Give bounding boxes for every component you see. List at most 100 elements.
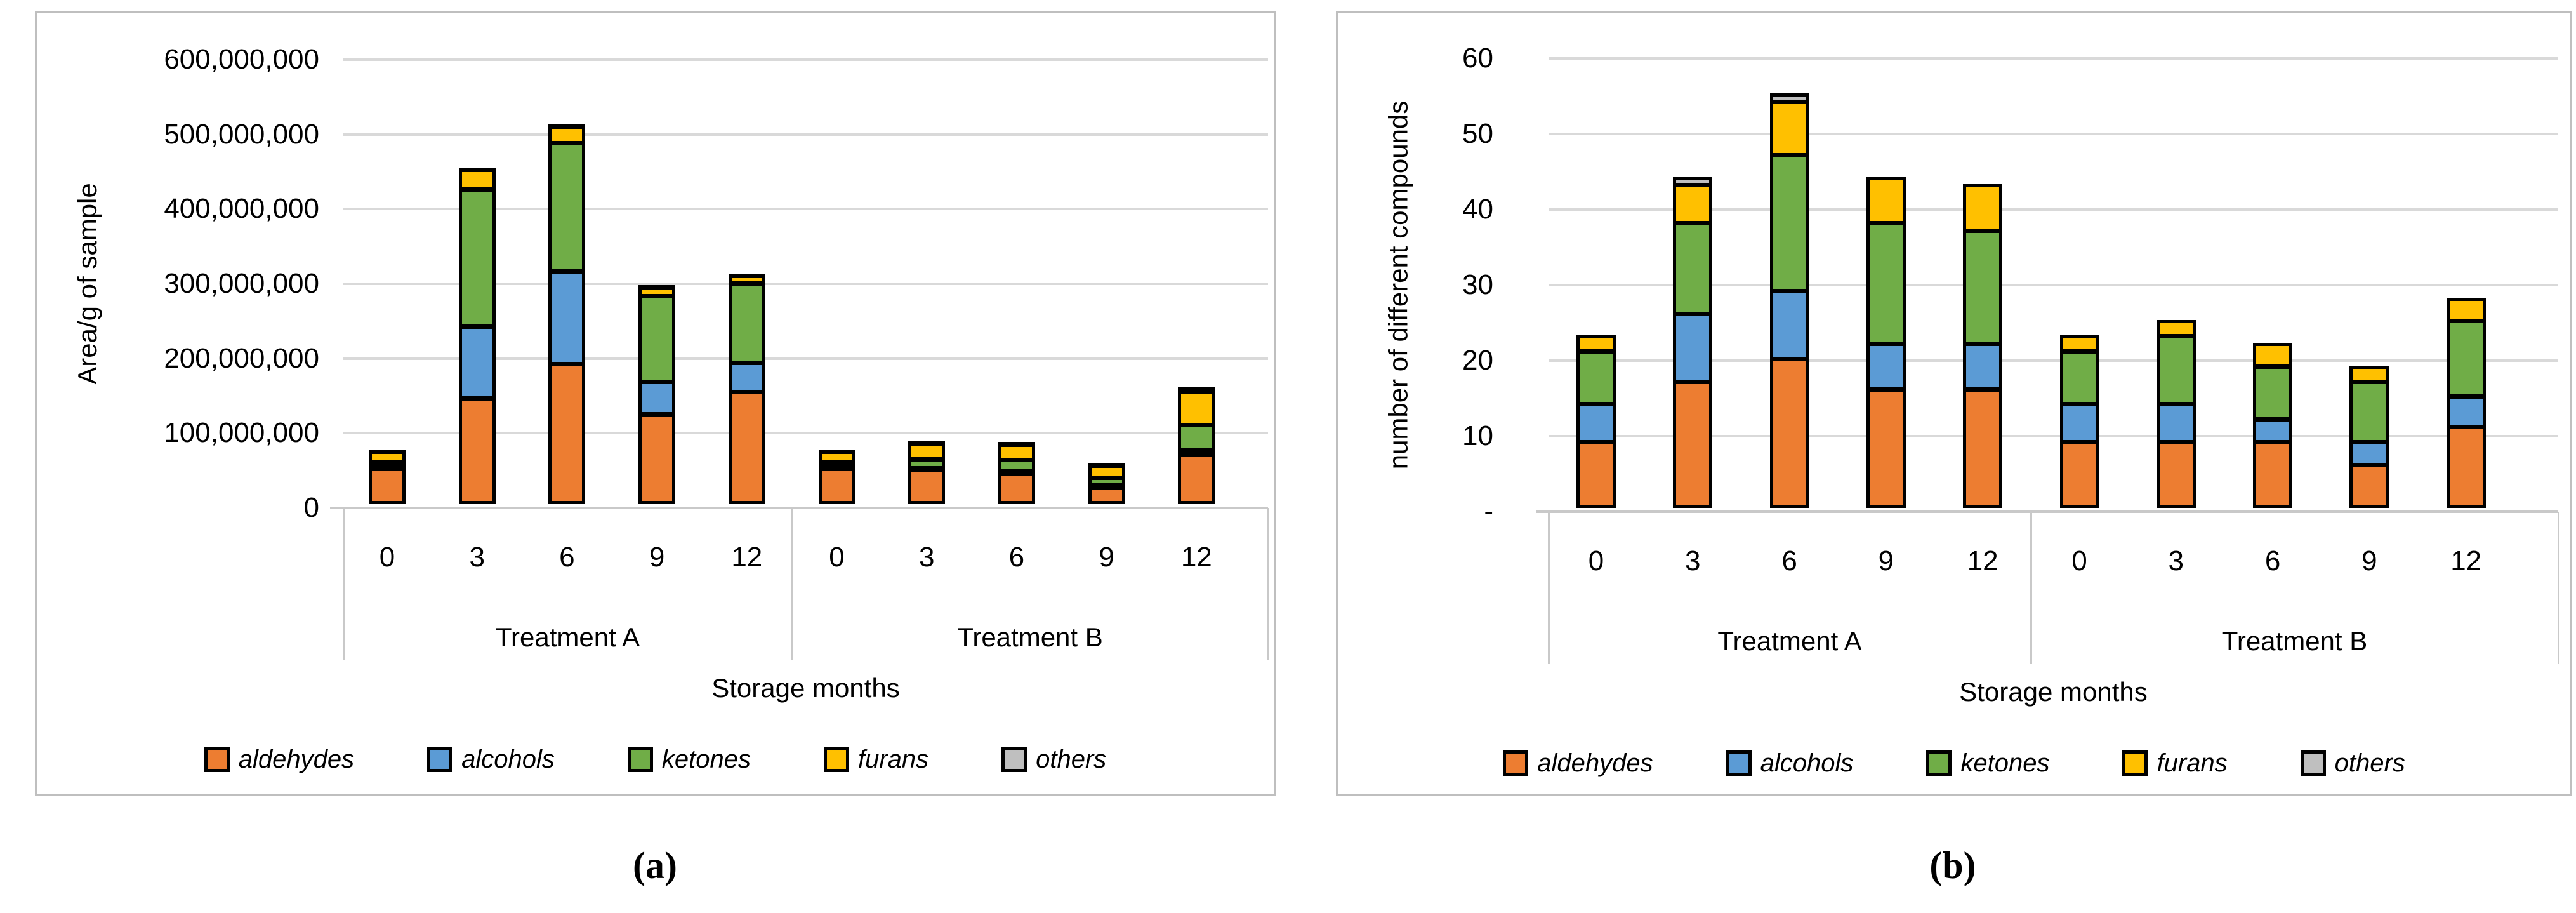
x-axis-line xyxy=(330,507,1268,509)
bar-treatment-a-month-9 xyxy=(638,284,676,504)
y-tick-label: 100,000,000 xyxy=(164,417,319,449)
legend-item-others: others xyxy=(2300,749,2405,778)
legend-item-alcohols: alcohols xyxy=(427,745,555,774)
month-label: 6 xyxy=(1781,545,1797,576)
y-tick-label: - xyxy=(1484,496,1493,527)
bar-treatment-a-month-6 xyxy=(1769,93,1809,508)
gridline xyxy=(1549,57,2558,60)
segment-aldehydes xyxy=(821,466,852,501)
legend-label: aldehydes xyxy=(1537,749,1653,777)
month-label: 9 xyxy=(2361,545,2377,576)
month-label: 3 xyxy=(1685,545,1701,576)
panel-letter-a: (a) xyxy=(633,844,677,886)
month-label: 12 xyxy=(1967,545,1998,576)
gridline xyxy=(1549,284,2558,286)
y-tick-label: 50 xyxy=(1462,118,1493,149)
month-label: 6 xyxy=(2264,545,2281,576)
month-label: 0 xyxy=(829,542,845,573)
x-axis-line xyxy=(1536,510,2558,513)
segment-alcohols xyxy=(2159,402,2193,444)
month-label: 0 xyxy=(379,542,395,573)
segment-furans xyxy=(1773,100,1806,157)
segment-alcohols xyxy=(1580,402,1613,444)
y-tick-label: 500,000,000 xyxy=(164,118,319,150)
segment-ketones xyxy=(1966,228,2000,347)
bar-treatment-a-month-9 xyxy=(1866,177,1906,508)
segment-alcohols xyxy=(1869,342,1903,392)
x-axis-title: Storage months xyxy=(711,673,900,703)
bar-treatment-b-month-6 xyxy=(2253,343,2293,508)
category-divider xyxy=(343,508,345,660)
y-tick-label: 10 xyxy=(1462,420,1493,451)
segment-aldehydes xyxy=(731,389,762,501)
month-label: 6 xyxy=(1008,542,1025,573)
segment-alcohols xyxy=(1676,311,1710,384)
month-label: 9 xyxy=(1878,545,1894,576)
segment-alcohols xyxy=(731,360,762,394)
y-tick-label: 20 xyxy=(1462,345,1493,376)
gridline xyxy=(343,283,1268,285)
segment-alcohols xyxy=(1773,288,1806,361)
chart-panel-a: Area/g of sample Storage months aldehyde… xyxy=(35,11,1276,796)
month-label: 9 xyxy=(1099,542,1114,573)
bar-treatment-a-month-3 xyxy=(458,167,496,504)
segment-alcohols xyxy=(461,324,492,401)
bar-treatment-a-month-12 xyxy=(1963,184,2003,508)
segment-ketones xyxy=(1773,152,1806,293)
month-label: 0 xyxy=(1588,545,1604,576)
group-label-treatment-a: Treatment A xyxy=(1717,626,1862,656)
legend-swatch-furans xyxy=(2122,750,2148,776)
category-divider xyxy=(2030,512,2032,664)
group-label-treatment-b: Treatment B xyxy=(2221,626,2368,656)
segment-ketones xyxy=(1869,220,1903,347)
segment-ketones xyxy=(552,140,583,274)
bar-treatment-a-month-3 xyxy=(1673,177,1713,508)
month-label: 3 xyxy=(469,542,485,573)
segment-ketones xyxy=(642,294,673,385)
segment-alcohols xyxy=(552,269,583,367)
legend-swatch-ketones xyxy=(627,747,653,772)
legend-label: others xyxy=(2334,749,2405,777)
segment-aldehydes xyxy=(2449,425,2483,505)
segment-ketones xyxy=(2353,379,2386,444)
segment-ketones xyxy=(2063,349,2096,407)
segment-ketones xyxy=(2159,334,2193,407)
month-label: 9 xyxy=(649,542,665,573)
bar-treatment-b-month-9 xyxy=(2349,365,2389,508)
chart-panel-b: number of different compounds Storage mo… xyxy=(1336,11,2572,796)
legend-item-alcohols: alcohols xyxy=(1726,749,1854,778)
segment-aldehydes xyxy=(1773,356,1806,505)
segment-aldehydes xyxy=(1181,452,1212,501)
gridline xyxy=(343,432,1268,435)
segment-alcohols xyxy=(2449,394,2483,429)
gridline xyxy=(343,357,1268,360)
bar-treatment-b-month-0 xyxy=(2059,335,2099,508)
legend-item-ketones: ketones xyxy=(627,745,751,774)
legend-swatch-aldehydes xyxy=(1503,750,1529,776)
legend-swatch-ketones xyxy=(1926,750,1952,776)
segment-furans xyxy=(1181,389,1212,427)
segment-alcohols xyxy=(2063,402,2096,444)
month-label: 3 xyxy=(2168,545,2184,576)
segment-aldehydes xyxy=(2353,462,2386,505)
segment-aldehydes xyxy=(2159,439,2193,505)
bar-treatment-b-month-3 xyxy=(2156,320,2196,508)
segment-ketones xyxy=(1181,422,1212,453)
legend-item-ketones: ketones xyxy=(1926,749,2049,778)
legend-item-furans: furans xyxy=(823,745,928,774)
segment-aldehydes xyxy=(552,362,583,501)
y-tick-label: 600,000,000 xyxy=(164,44,319,75)
segment-ketones xyxy=(461,187,492,330)
legend-swatch-furans xyxy=(823,747,849,772)
y-tick-label: 40 xyxy=(1462,194,1493,225)
legend-item-aldehydes: aldehydes xyxy=(204,745,354,774)
legend-label: ketones xyxy=(1960,749,2050,777)
bar-treatment-a-month-0 xyxy=(369,449,406,504)
legend-label: alcohols xyxy=(1760,749,1854,777)
segment-aldehydes xyxy=(372,466,402,501)
bar-treatment-b-month-3 xyxy=(908,441,946,504)
bar-treatment-b-month-9 xyxy=(1088,462,1125,504)
segment-aldehydes xyxy=(1091,485,1122,501)
gridline xyxy=(343,133,1268,136)
legend-swatch-alcohols xyxy=(427,747,453,772)
